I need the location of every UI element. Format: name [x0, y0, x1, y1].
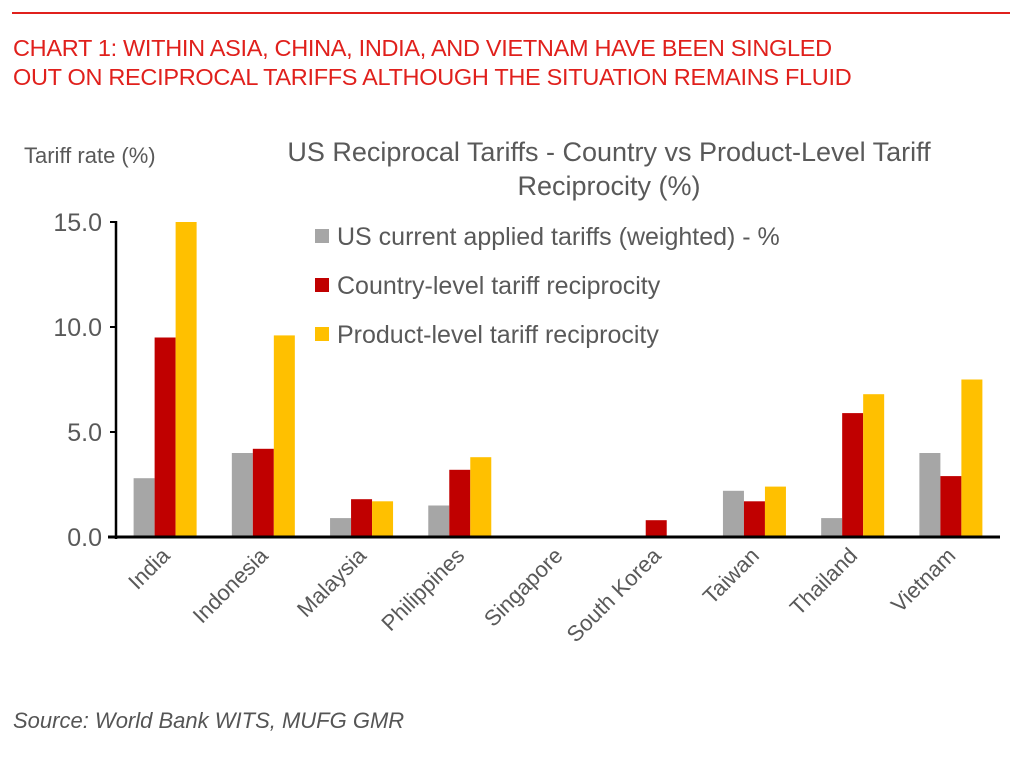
bar [919, 453, 941, 537]
bar [449, 469, 471, 537]
bar [428, 505, 450, 537]
x-tick-label: Philippines [376, 543, 469, 636]
y-tick-label: 5.0 [67, 419, 102, 447]
x-tick-label: Vietnam [886, 543, 960, 617]
bar [961, 379, 983, 537]
bar [940, 476, 962, 537]
legend-label: Product-level tariff reciprocity [337, 321, 659, 349]
x-tick-label: Singapore [479, 543, 568, 632]
bar [154, 337, 176, 537]
bar [645, 520, 667, 537]
chart-title-line-2: Reciprocity (%) [517, 171, 700, 201]
bar [470, 457, 492, 537]
x-tick-label: Thailand [785, 543, 862, 620]
bar [273, 335, 295, 537]
header-rule [12, 12, 1010, 14]
legend-swatch [315, 278, 329, 292]
bar [722, 490, 744, 537]
bar [863, 394, 885, 537]
x-tick-label: India [123, 542, 175, 594]
bar [372, 501, 394, 537]
chart-title-line-1: US Reciprocal Tariffs - Country vs Produ… [287, 137, 931, 167]
x-tick-label: Taiwan [698, 543, 764, 609]
y-tick-label: 0.0 [67, 524, 102, 552]
bar [231, 453, 253, 537]
legend-label: Country-level tariff reciprocity [337, 272, 661, 300]
chart-headline: CHART 1: WITHIN ASIA, CHINA, INDIA, AND … [13, 34, 852, 92]
legend-swatch [315, 327, 329, 341]
legend-swatch [315, 229, 329, 243]
x-tick-label: Malaysia [292, 542, 372, 622]
bar [133, 478, 155, 537]
bar [330, 518, 352, 537]
bar [764, 486, 786, 537]
headline-line-1: CHART 1: WITHIN ASIA, CHINA, INDIA, AND … [13, 35, 832, 61]
bar [842, 413, 864, 537]
bar [351, 499, 373, 537]
y-axis-label: Tariff rate (%) [24, 143, 156, 168]
bar [821, 518, 843, 537]
x-tick-label: South Korea [562, 542, 667, 647]
bar [175, 222, 197, 537]
headline-line-2: OUT ON RECIPROCAL TARIFFS ALTHOUGH THE S… [13, 64, 852, 90]
bar [252, 448, 274, 537]
y-tick-label: 10.0 [53, 314, 102, 342]
x-tick-label: Indonesia [188, 542, 274, 628]
y-tick-label: 15.0 [53, 209, 102, 237]
legend-label: US current applied tariffs (weighted) - … [337, 223, 780, 251]
bar [743, 501, 765, 537]
source-note: Source: World Bank WITS, MUFG GMR [13, 708, 405, 733]
